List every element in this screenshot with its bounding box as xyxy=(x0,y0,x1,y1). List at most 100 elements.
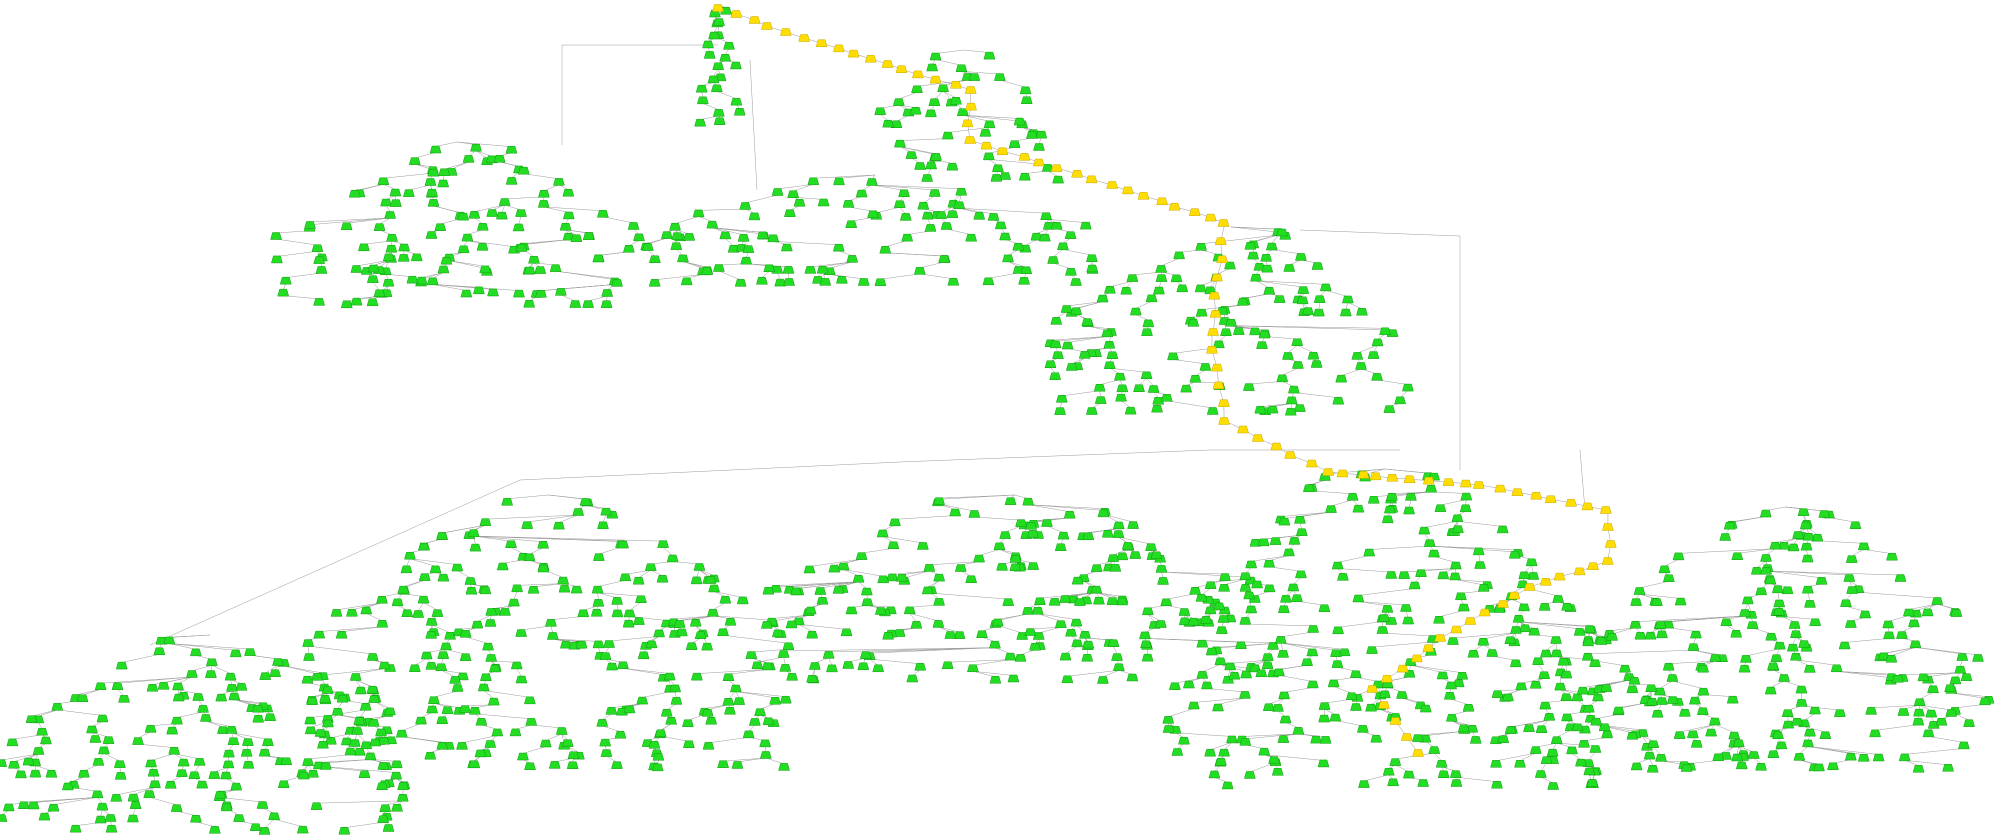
node xyxy=(1034,597,1046,605)
edge xyxy=(1319,290,1326,297)
edge xyxy=(1891,647,1916,657)
node xyxy=(1786,643,1799,652)
node xyxy=(1183,680,1195,689)
node xyxy=(1917,673,1930,682)
edge xyxy=(1577,700,1586,707)
node xyxy=(1449,770,1462,778)
edge xyxy=(1795,659,1837,666)
node xyxy=(29,769,42,778)
node xyxy=(190,648,202,657)
edge xyxy=(960,570,972,577)
edge xyxy=(602,713,612,721)
path-node xyxy=(1396,664,1409,673)
node xyxy=(1546,748,1559,757)
node xyxy=(1523,724,1535,732)
edge xyxy=(1299,511,1332,518)
node xyxy=(593,553,605,561)
edge xyxy=(102,809,111,816)
node xyxy=(1318,714,1330,723)
node xyxy=(230,782,243,791)
node xyxy=(592,254,605,263)
node xyxy=(809,662,821,670)
node xyxy=(1827,762,1839,771)
path-node xyxy=(1400,733,1413,741)
node xyxy=(1445,681,1457,690)
node xyxy=(1732,739,1745,747)
node xyxy=(0,814,8,822)
node xyxy=(906,674,919,683)
node xyxy=(1247,251,1260,260)
edge xyxy=(474,713,482,719)
node xyxy=(606,662,618,671)
node xyxy=(1350,703,1362,711)
edge xyxy=(1280,511,1332,517)
edge xyxy=(198,699,204,707)
node xyxy=(1589,745,1602,753)
node xyxy=(188,771,201,779)
node xyxy=(1086,264,1099,273)
edge xyxy=(718,38,730,44)
node xyxy=(1129,551,1142,559)
path-node xyxy=(961,119,974,128)
node xyxy=(15,770,27,779)
node xyxy=(435,663,448,671)
node xyxy=(633,617,645,625)
edge xyxy=(225,767,229,773)
node xyxy=(1086,407,1098,415)
edge xyxy=(1158,281,1162,288)
node xyxy=(382,824,395,832)
edge xyxy=(793,184,814,192)
edge xyxy=(1224,323,1227,330)
edge xyxy=(1263,534,1302,540)
node xyxy=(1366,646,1378,654)
node xyxy=(1104,286,1116,294)
edge xyxy=(230,679,233,685)
edge xyxy=(433,690,458,698)
node xyxy=(515,209,527,217)
edge xyxy=(1851,549,1864,557)
node xyxy=(32,747,45,755)
node xyxy=(1063,510,1076,519)
edge xyxy=(468,150,477,157)
node xyxy=(1457,724,1470,733)
node xyxy=(1592,693,1604,702)
node xyxy=(673,620,686,628)
edge xyxy=(1083,580,1097,587)
edge xyxy=(1451,720,1464,726)
node xyxy=(1803,665,1816,673)
node xyxy=(436,532,448,540)
edge xyxy=(1062,249,1092,256)
node xyxy=(2,803,15,812)
node xyxy=(476,243,489,251)
edge xyxy=(1293,590,1298,596)
node xyxy=(510,661,523,670)
node xyxy=(806,675,818,683)
edge xyxy=(669,679,676,686)
path-node xyxy=(1565,499,1577,507)
node xyxy=(1646,697,1658,706)
node xyxy=(1818,510,1831,518)
edge xyxy=(432,284,467,291)
edge xyxy=(828,657,833,666)
edge xyxy=(356,260,389,267)
edge xyxy=(432,272,444,279)
edge xyxy=(1280,642,1284,651)
edge xyxy=(463,240,468,247)
edge xyxy=(117,676,192,684)
edge xyxy=(1571,753,1582,760)
edge xyxy=(1545,708,1550,714)
edge xyxy=(1175,732,1185,738)
edge xyxy=(1496,752,1536,762)
node xyxy=(967,664,979,673)
edge xyxy=(1193,697,1245,703)
edge xyxy=(713,591,726,597)
node xyxy=(1408,581,1421,590)
node xyxy=(384,707,396,716)
edge xyxy=(366,748,371,754)
node xyxy=(1452,525,1464,533)
node xyxy=(1055,620,1067,628)
node xyxy=(390,760,403,769)
node xyxy=(1719,533,1732,541)
edge xyxy=(1806,549,1808,556)
